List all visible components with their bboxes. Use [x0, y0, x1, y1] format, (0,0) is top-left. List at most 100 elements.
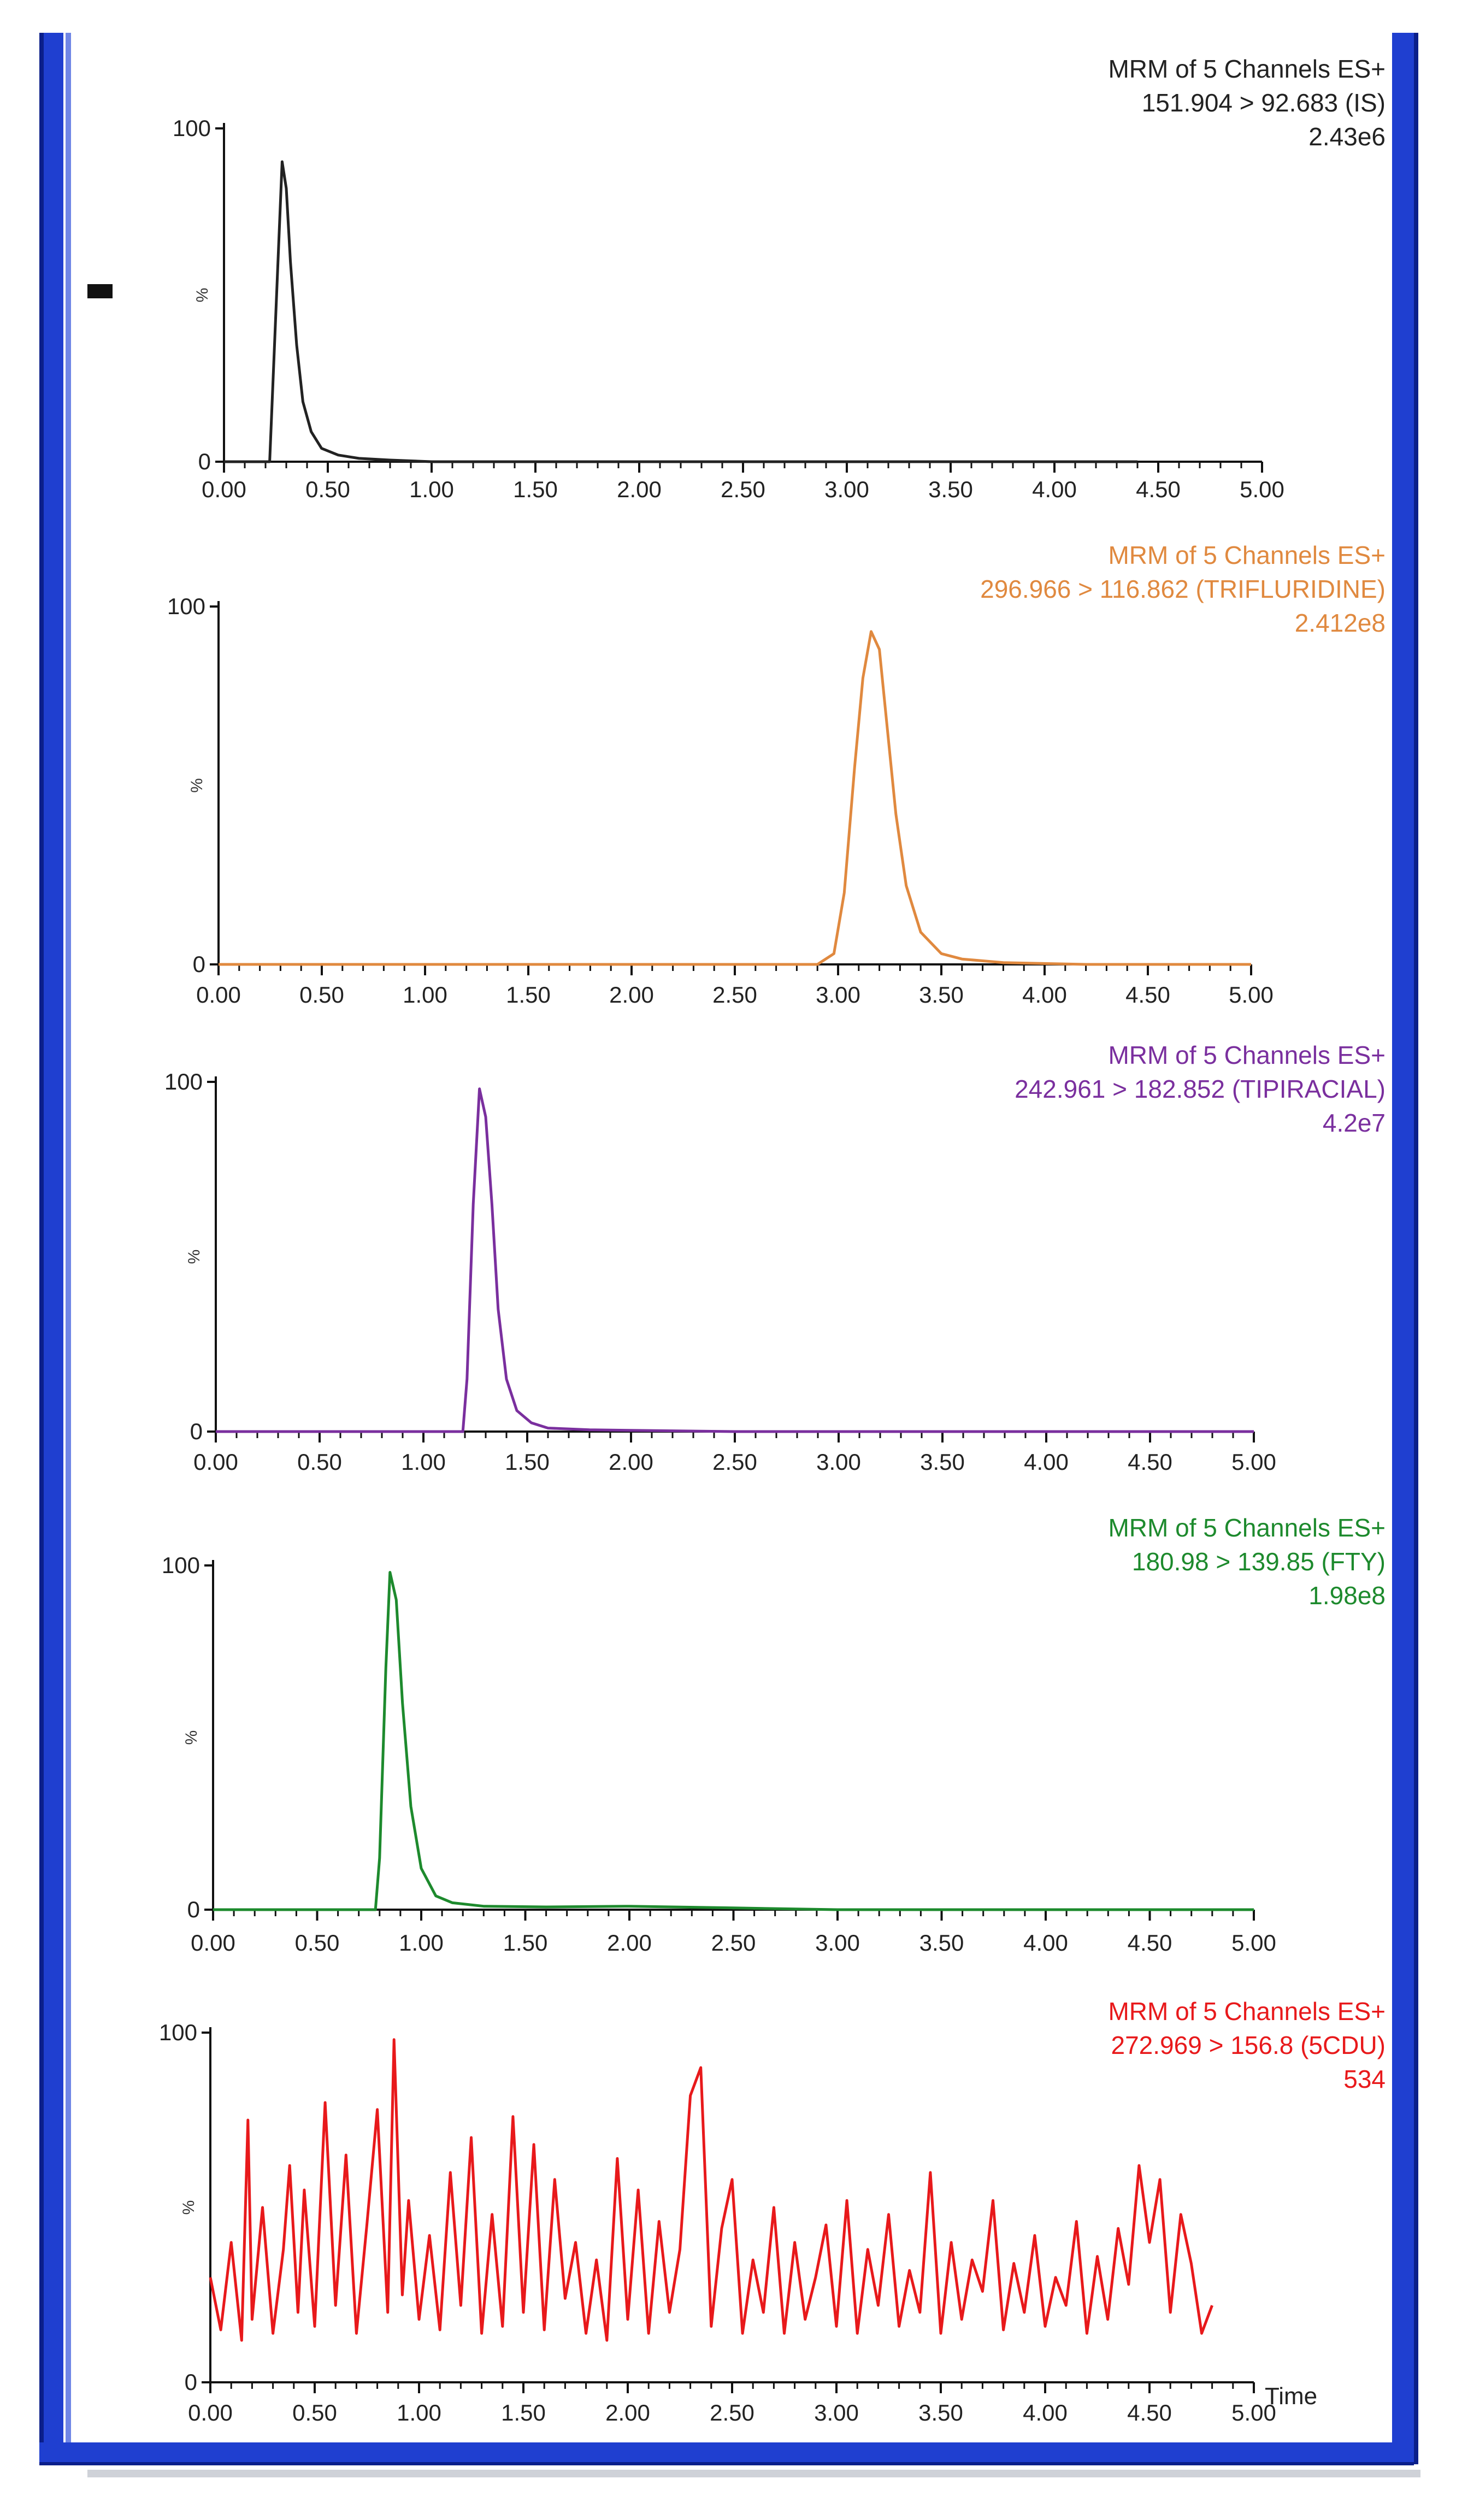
- panel-1-x-tick-label: 2.00: [617, 476, 662, 502]
- panel-4-y-axis-label: %: [182, 1730, 201, 1745]
- window-frame-left: [39, 33, 63, 2464]
- panel-4-x-tick-label: 0.00: [191, 1930, 235, 1956]
- panel-1-header: MRM of 5 Channels ES+ 151.904 > 92.683 (…: [1108, 52, 1386, 154]
- panel-5-x-tick-label: 3.50: [918, 2400, 963, 2425]
- panel-2-intensity: 2.412e8: [1294, 609, 1386, 637]
- panel-1-x-tick-label: 4.50: [1136, 476, 1181, 502]
- panel-3-x-tick-label: 4.50: [1128, 1449, 1172, 1475]
- panel-1-x-tick-label: 0.00: [202, 476, 246, 502]
- panel-5-x-tick-label: 2.00: [605, 2400, 650, 2425]
- panel-4-x-tick-label: 3.00: [815, 1930, 860, 1956]
- panel-2-y-tick-label: 100: [167, 593, 205, 619]
- panel-1-x-tick-label: 5.00: [1240, 476, 1284, 502]
- panel-2-y-tick-label: 0: [193, 951, 205, 977]
- panel-4-intensity: 1.98e8: [1308, 1581, 1386, 1610]
- panel-1-x-tick-label: 3.50: [928, 476, 973, 502]
- panel-3-x-tick-label: 0.50: [297, 1449, 342, 1475]
- panel-2-x-tick-label: 2.50: [712, 982, 757, 1008]
- panel-2-header: MRM of 5 Channels ES+ 296.966 > 116.862 …: [980, 538, 1386, 640]
- panel-5-header: MRM of 5 Channels ES+ 272.969 > 156.8 (5…: [1108, 1994, 1386, 2096]
- panel-3-x-tick-label: 4.00: [1024, 1449, 1069, 1475]
- panel-2-transition: 296.966 > 116.862 (TRIFLURIDINE): [980, 575, 1386, 603]
- panel-1-title: MRM of 5 Channels ES+: [1108, 55, 1386, 83]
- panel-5-y-axis-label: %: [180, 2200, 198, 2215]
- panel-2-x-tick-label: 4.00: [1022, 982, 1067, 1008]
- panel-5-x-axis-label: Time: [1265, 2383, 1317, 2410]
- panel-5-title: MRM of 5 Channels ES+: [1108, 1997, 1386, 2026]
- panel-2-series-1-line: [219, 630, 1251, 966]
- panel-4-title: MRM of 5 Channels ES+: [1108, 1514, 1386, 1542]
- panel-4-x-tick-label: 1.50: [503, 1930, 548, 1956]
- window-frame-right: [1392, 33, 1418, 2464]
- panel-3-transition: 242.961 > 182.852 (TIPIRACIAL): [1015, 1075, 1386, 1103]
- panel-5-x-tick-label: 1.50: [501, 2400, 546, 2425]
- panel-5-y-tick-label: 100: [159, 2019, 197, 2045]
- panel-4-x-tick-label: 2.00: [607, 1930, 652, 1956]
- panel-5-x-tick-label: 5.00: [1231, 2400, 1276, 2425]
- panel-4-y-tick-label: 0: [187, 1897, 200, 1922]
- panel-3-y-tick-label: 0: [190, 1418, 203, 1444]
- panel-1-y-axis-label: %: [193, 288, 211, 303]
- panel-3-header: MRM of 5 Channels ES+ 242.961 > 182.852 …: [1015, 1038, 1386, 1140]
- panel-4-x-tick-label: 4.50: [1128, 1930, 1172, 1956]
- panel-1-transition: 151.904 > 92.683 (IS): [1141, 89, 1386, 117]
- panel-1-x-tick-label: 4.00: [1032, 476, 1077, 502]
- panel-3-x-tick-label: 5.00: [1231, 1449, 1276, 1475]
- panel-4-y-tick-label: 100: [162, 1552, 200, 1578]
- panel-4-x-tick-label: 5.00: [1231, 1930, 1276, 1956]
- panel-5-x-tick-label: 4.50: [1127, 2400, 1172, 2425]
- panel-5-x-tick-label: 0.50: [292, 2400, 337, 2425]
- panel-5-transition: 272.969 > 156.8 (5CDU): [1111, 2031, 1386, 2059]
- panel-1-x-tick-label: 0.50: [305, 476, 350, 502]
- side-marker: [87, 284, 113, 298]
- panel-1-y-tick-label: 0: [198, 449, 211, 474]
- panel-3-x-tick-label: 0.00: [193, 1449, 238, 1475]
- panel-5-x-tick-label: 3.00: [814, 2400, 859, 2425]
- panel-2-x-tick-label: 0.50: [299, 982, 344, 1008]
- panel-4-series-1-line: [213, 1571, 1254, 1911]
- panel-3-x-tick-label: 3.00: [816, 1449, 861, 1475]
- panel-2-x-tick-label: 1.00: [403, 982, 447, 1008]
- panel-1-y-tick-label: 100: [173, 115, 211, 141]
- panel-4-header: MRM of 5 Channels ES+ 180.98 > 139.85 (F…: [1108, 1511, 1386, 1612]
- panel-4-transition: 180.98 > 139.85 (FTY): [1131, 1547, 1386, 1576]
- panel-5-x-tick-label: 2.50: [710, 2400, 754, 2425]
- window-frame-left-inner: [66, 33, 71, 2464]
- panel-2-x-tick-label: 4.50: [1125, 982, 1170, 1008]
- panel-3-x-tick-label: 1.00: [401, 1449, 446, 1475]
- panel-3-title: MRM of 5 Channels ES+: [1108, 1041, 1386, 1069]
- panel-1-x-tick-label: 3.00: [824, 476, 869, 502]
- panel-3-x-tick-label: 2.00: [609, 1449, 653, 1475]
- panel-4-x-tick-label: 1.00: [399, 1930, 444, 1956]
- panel-2-x-tick-label: 5.00: [1229, 982, 1274, 1008]
- panel-4-x-tick-label: 2.50: [711, 1930, 756, 1956]
- panel-1-series-1-line: [224, 160, 1137, 463]
- panel-4-x-tick-label: 3.50: [919, 1930, 964, 1956]
- panel-1-x-tick-label: 1.00: [409, 476, 454, 502]
- panel-2-x-tick-label: 1.50: [506, 982, 551, 1008]
- panel-3-x-tick-label: 1.50: [505, 1449, 550, 1475]
- panel-3-y-tick-label: 100: [164, 1069, 203, 1094]
- panel-2-x-tick-label: 0.00: [196, 982, 241, 1008]
- window-frame-shadow: [87, 2470, 1420, 2477]
- panel-5-y-tick-label: 0: [185, 2369, 197, 2395]
- panel-5-x-tick-label: 4.00: [1023, 2400, 1068, 2425]
- panel-2-y-axis-label: %: [188, 778, 206, 793]
- panel-1-x-tick-label: 2.50: [721, 476, 765, 502]
- window-frame-bottom: [39, 2442, 1414, 2465]
- panel-3-series-1-line: [216, 1087, 1254, 1433]
- panel-3-y-axis-label: %: [185, 1250, 203, 1264]
- panel-1-x-tick-label: 1.50: [513, 476, 558, 502]
- panel-5-intensity: 534: [1343, 2065, 1386, 2093]
- panel-3-x-tick-label: 3.50: [920, 1449, 965, 1475]
- panel-3-intensity: 4.2e7: [1322, 1109, 1386, 1137]
- panel-2-x-tick-label: 3.00: [816, 982, 860, 1008]
- panel-1-intensity: 2.43e6: [1308, 122, 1386, 151]
- panel-5-x-tick-label: 0.00: [188, 2400, 233, 2425]
- panel-3-x-tick-label: 2.50: [712, 1449, 757, 1475]
- panel-2-x-tick-label: 3.50: [919, 982, 964, 1008]
- panel-2-title: MRM of 5 Channels ES+: [1108, 541, 1386, 569]
- panel-4-x-tick-label: 4.00: [1023, 1930, 1068, 1956]
- panel-4-x-tick-label: 0.50: [295, 1930, 340, 1956]
